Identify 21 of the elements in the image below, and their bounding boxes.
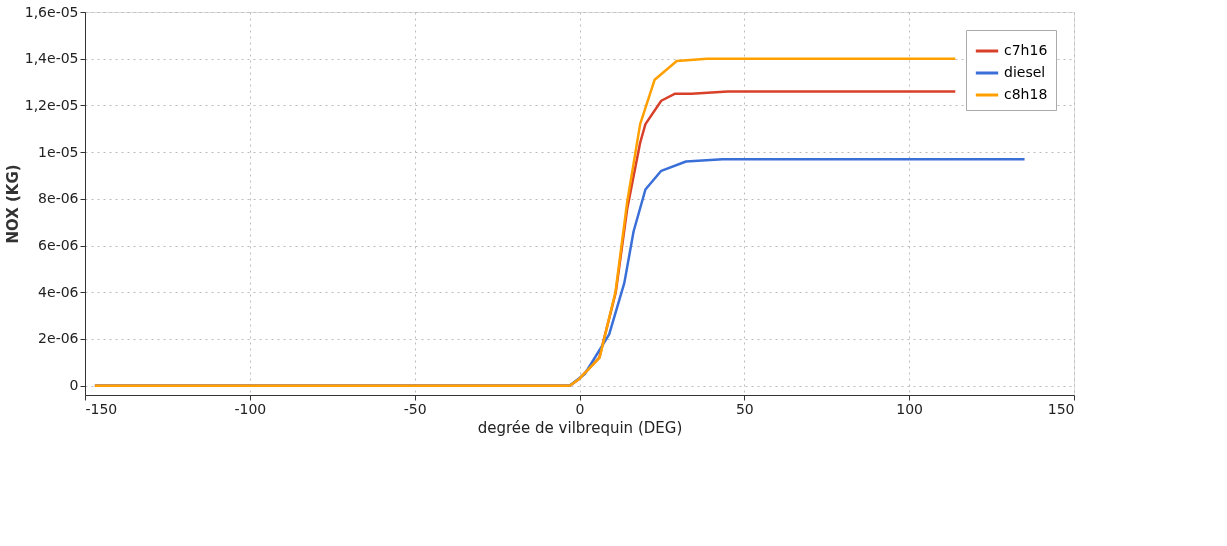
y-tick-label: 1,4e-05 bbox=[24, 50, 79, 67]
y-tick-label: 8e-06 bbox=[38, 190, 79, 207]
x-tick-label: 100 bbox=[896, 400, 924, 417]
y-tick-label: 4e-06 bbox=[38, 283, 79, 300]
legend-label: diesel bbox=[1004, 64, 1046, 80]
y-tick-label: 1,6e-05 bbox=[24, 3, 79, 20]
legend-label: c7h16 bbox=[1004, 42, 1048, 58]
x-tick-label: -100 bbox=[234, 400, 267, 417]
y-tick-label: 0 bbox=[69, 377, 79, 394]
x-tick-label: 0 bbox=[575, 400, 585, 417]
y-tick-label: 1,2e-05 bbox=[24, 96, 79, 113]
y-tick-label: 6e-06 bbox=[38, 237, 79, 254]
x-tick-label: -50 bbox=[403, 400, 427, 417]
x-tick-label: -150 bbox=[85, 400, 118, 417]
y-axis-title: NOX (KG) bbox=[3, 164, 22, 244]
y-tick-label: 1e-05 bbox=[38, 143, 79, 160]
x-tick-label: 150 bbox=[1047, 400, 1075, 417]
y-tick-label: 2e-06 bbox=[38, 330, 79, 347]
x-tick-label: 50 bbox=[735, 400, 754, 417]
x-axis-title: degrée de vilbrequin (DEG) bbox=[477, 418, 683, 437]
legend-label: c8h18 bbox=[1004, 86, 1048, 102]
